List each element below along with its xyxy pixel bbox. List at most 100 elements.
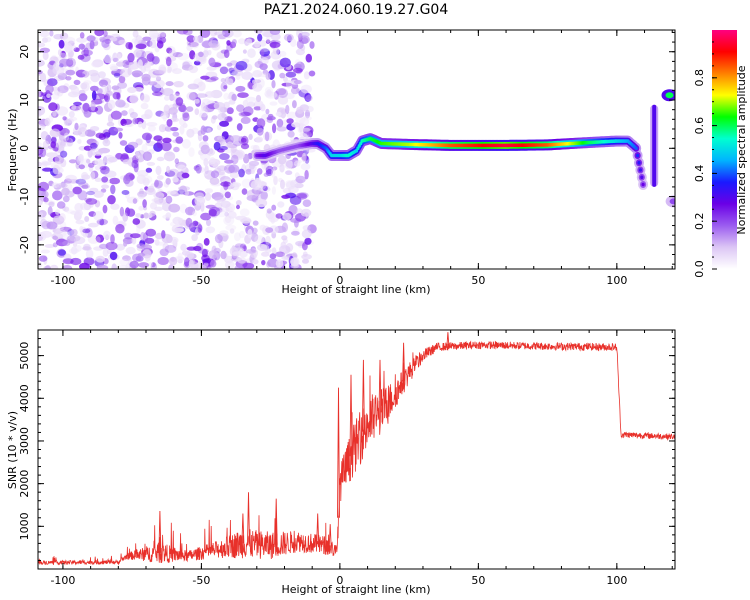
- noise-blob: [88, 222, 99, 228]
- noise-blob: [120, 68, 131, 78]
- ridge-mark: [640, 175, 644, 180]
- noise-blob: [235, 247, 245, 253]
- noise-blob: [138, 262, 150, 268]
- noise-blob: [285, 71, 297, 78]
- noise-blob: [290, 257, 300, 267]
- noise-blob: [53, 33, 64, 40]
- noise-blob: [281, 194, 290, 199]
- snr-y-tick-label: 2000: [18, 470, 31, 498]
- noise-blob: [269, 30, 281, 35]
- noise-blob: [123, 240, 128, 247]
- noise-blob: [38, 142, 43, 147]
- spectrogram-x-axis-label: Height of straight line (km): [281, 283, 430, 296]
- noise-blob: [54, 209, 61, 216]
- noise-blob: [102, 248, 109, 257]
- noise-blob: [195, 166, 205, 173]
- noise-blob: [290, 179, 298, 188]
- noise-blob: [169, 49, 177, 57]
- noise-blob: [67, 179, 80, 184]
- spectrogram-x-tick-label: -100: [50, 274, 75, 287]
- noise-blob: [141, 144, 148, 153]
- noise-blob: [246, 189, 258, 199]
- noise-blob: [210, 170, 220, 178]
- noise-blob: [133, 87, 144, 92]
- noise-blob: [121, 110, 128, 116]
- noise-blob: [143, 212, 149, 219]
- noise-blob: [255, 198, 268, 208]
- noise-blob: [228, 164, 240, 174]
- noise-blob: [145, 141, 157, 147]
- noise-blob: [271, 167, 276, 178]
- noise-blob: [230, 145, 237, 154]
- snr-panel: -100 -50 0 50 100 1000 2000 3000 4000 5000 Height…: [6, 329, 676, 596]
- noise-blob: [107, 249, 112, 255]
- noise-blob: [242, 99, 249, 107]
- noise-blob: [154, 199, 167, 205]
- noise-blob: [115, 99, 126, 108]
- noise-blob: [111, 263, 117, 269]
- noise-blob: [40, 249, 51, 254]
- noise-blob: [48, 102, 58, 112]
- noise-blob: [242, 49, 247, 54]
- noise-blob: [81, 184, 89, 189]
- noise-blob: [124, 232, 133, 240]
- noise-blob: [220, 181, 232, 187]
- snr-x-tick-label: 0: [336, 574, 343, 587]
- noise-blob: [63, 206, 70, 212]
- noise-blob: [260, 190, 268, 201]
- noise-blob: [78, 43, 86, 50]
- noise-blob: [69, 105, 82, 111]
- noise-blob: [122, 159, 131, 165]
- noise-blob: [165, 81, 174, 87]
- noise-blob: [173, 146, 180, 153]
- noise-blob: [103, 95, 109, 101]
- noise-blob: [129, 260, 139, 269]
- noise-blob: [179, 125, 185, 135]
- noise-blob: [57, 90, 63, 97]
- noise-blob: [58, 39, 65, 49]
- noise-blob: [203, 238, 210, 246]
- noise-blob: [59, 226, 72, 232]
- noise-blob: [222, 30, 231, 38]
- noise-blob: [167, 68, 172, 74]
- noise-blob: [193, 52, 205, 63]
- noise-blob: [65, 69, 76, 76]
- snr-spike: [446, 332, 450, 347]
- noise-blob: [279, 50, 287, 57]
- noise-blob: [307, 130, 313, 138]
- noise-blob: [301, 253, 312, 260]
- noise-blob: [205, 226, 216, 234]
- noise-blob: [265, 108, 270, 115]
- noise-blob: [122, 255, 131, 262]
- noise-blob: [47, 206, 53, 216]
- noise-blob: [209, 30, 217, 37]
- noise-blob: [110, 234, 115, 244]
- noise-blob: [52, 235, 58, 240]
- noise-blob: [195, 93, 208, 98]
- noise-blob: [62, 116, 67, 121]
- noise-blob: [59, 213, 66, 222]
- noise-blob: [157, 257, 169, 265]
- noise-blob: [56, 201, 66, 209]
- noise-blob: [104, 93, 110, 103]
- noise-blob: [193, 60, 201, 66]
- snr-spike: [328, 524, 332, 548]
- noise-blob: [197, 224, 203, 233]
- noise-blob: [55, 183, 68, 189]
- noise-blob: [185, 206, 196, 216]
- noise-blob: [285, 181, 296, 190]
- noise-blob: [42, 140, 50, 150]
- noise-blob: [62, 195, 70, 203]
- noise-blob: [277, 201, 285, 208]
- noise-blob: [208, 208, 217, 217]
- noise-blob: [52, 164, 61, 175]
- noise-blob: [245, 38, 253, 45]
- noise-blob: [39, 72, 47, 83]
- noise-blob: [267, 258, 279, 268]
- noise-blob: [170, 127, 179, 132]
- snr-plot: [38, 332, 675, 566]
- noise-blob: [305, 109, 310, 119]
- noise-blob: [235, 85, 246, 92]
- snr-y-tick-label: 4000: [18, 384, 31, 412]
